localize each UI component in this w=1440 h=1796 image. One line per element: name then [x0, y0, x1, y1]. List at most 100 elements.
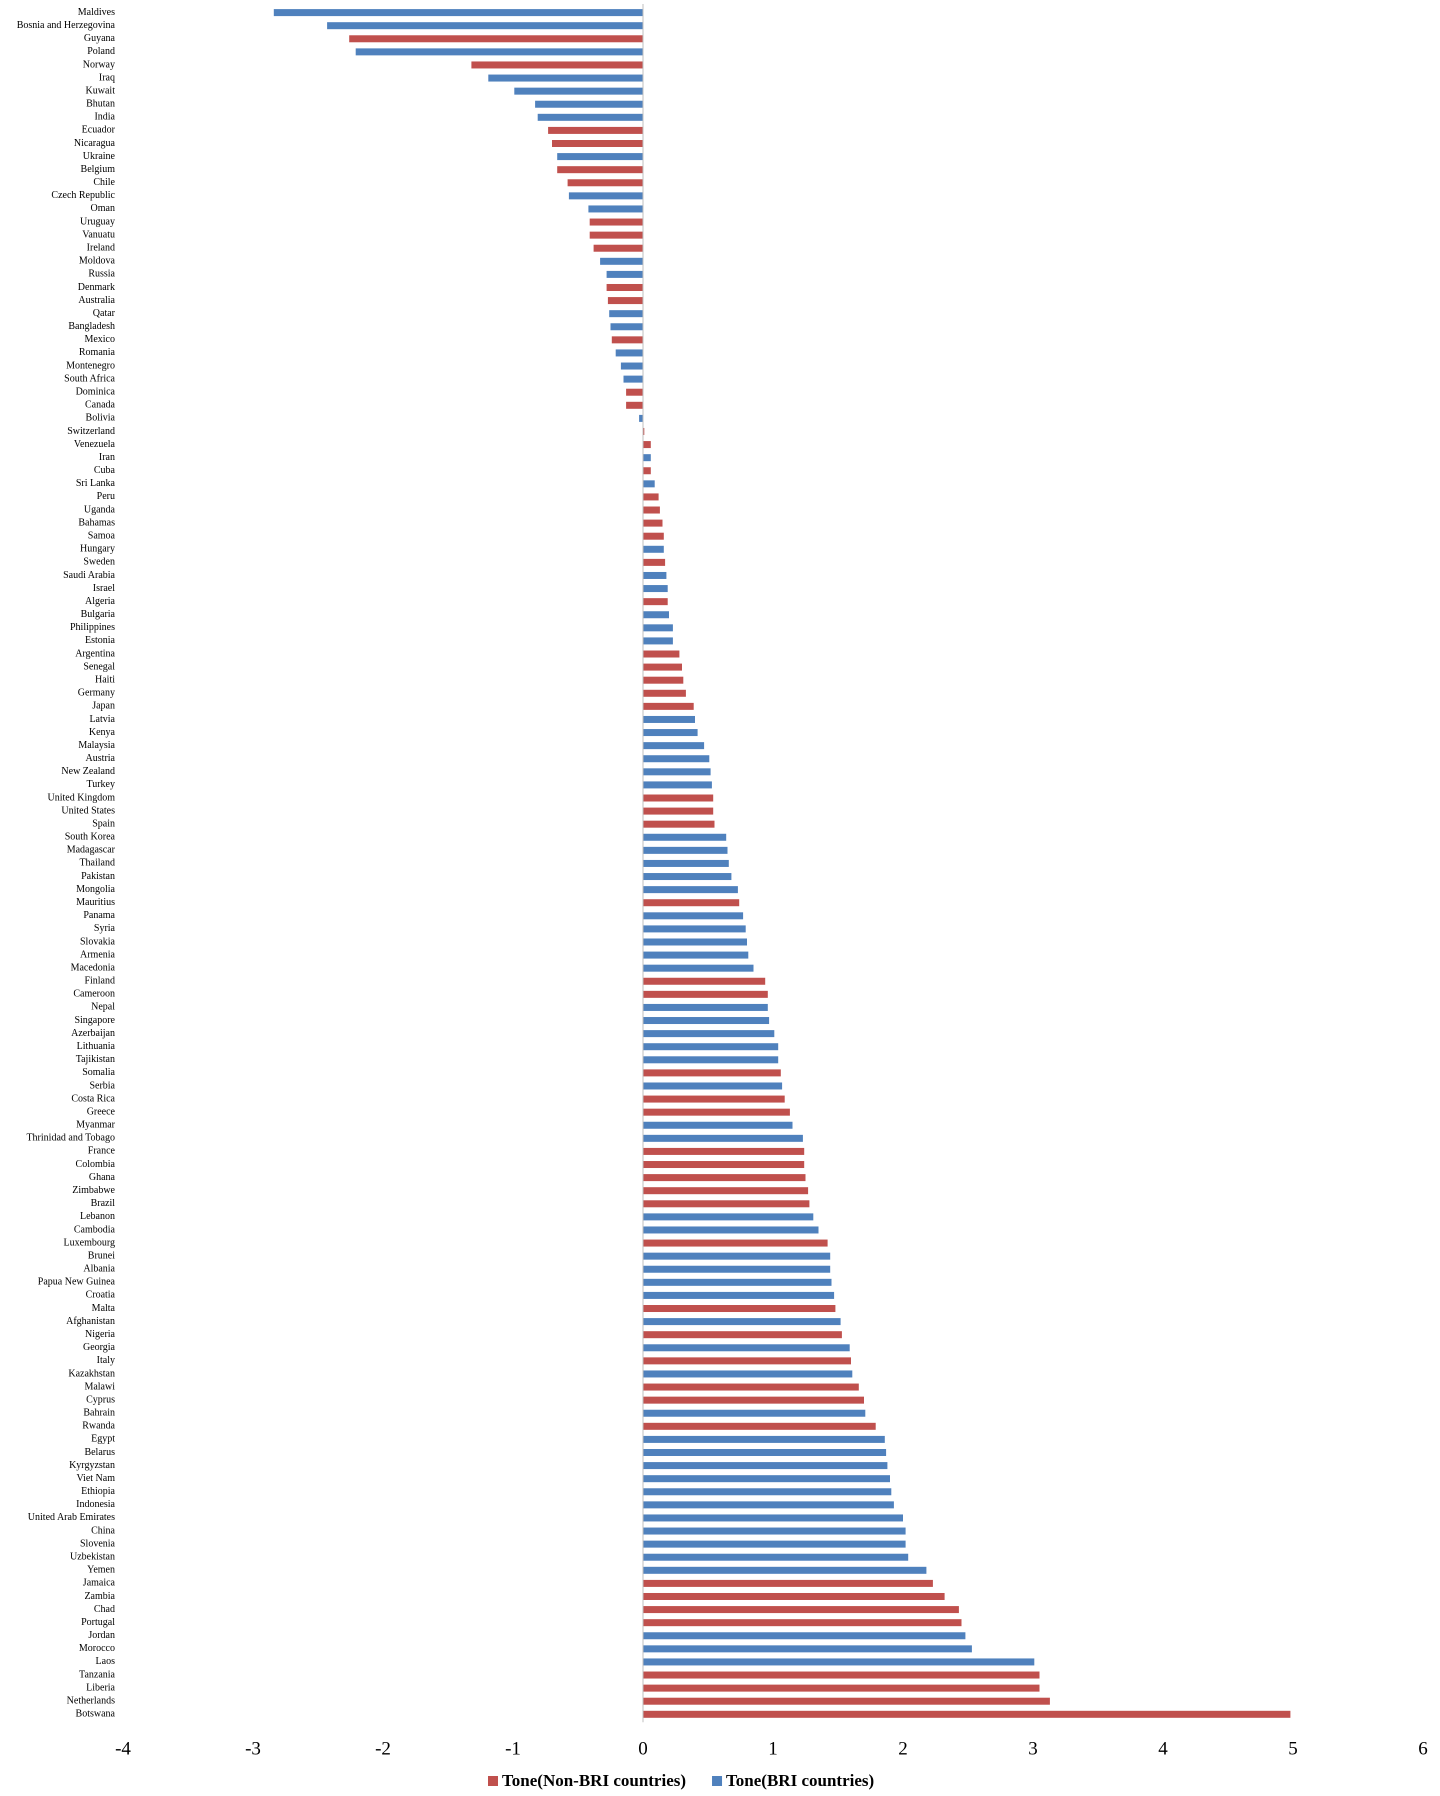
- bar: [643, 1462, 888, 1470]
- category-label: Uzbekistan: [70, 1552, 115, 1563]
- bar: [643, 1003, 768, 1011]
- category-label: Germany: [78, 688, 115, 699]
- category-label: Malaysia: [78, 740, 115, 751]
- legend-swatch: [488, 1776, 498, 1786]
- bar: [643, 1108, 790, 1116]
- bar: [349, 35, 643, 43]
- category-label: Poland: [87, 46, 115, 57]
- category-label: Lebanon: [80, 1211, 115, 1222]
- bar: [643, 611, 669, 619]
- category-label: United Kingdom: [48, 792, 116, 803]
- bar: [643, 1147, 805, 1155]
- category-label: South Africa: [64, 373, 115, 384]
- bar: [537, 113, 643, 121]
- category-label: Armenia: [80, 949, 116, 960]
- category-label: Serbia: [89, 1080, 115, 1091]
- bar: [643, 1056, 779, 1064]
- category-label: Montenegro: [66, 360, 115, 371]
- category-label: New Zealand: [61, 766, 115, 777]
- bar: [643, 1658, 1035, 1666]
- bar: [643, 1318, 841, 1326]
- bar: [643, 519, 663, 527]
- bar: [643, 1344, 850, 1352]
- category-label: Cyprus: [86, 1394, 115, 1405]
- bar: [643, 1291, 835, 1299]
- category-label: Iraq: [99, 72, 115, 83]
- bar: [593, 244, 643, 252]
- category-label: Oman: [91, 203, 115, 214]
- bar: [643, 1619, 962, 1627]
- category-label: Uganda: [84, 504, 116, 515]
- bar: [607, 297, 643, 305]
- bar: [643, 807, 714, 815]
- bar: [643, 545, 664, 553]
- bar: [643, 493, 659, 501]
- bar: [643, 480, 655, 488]
- category-label: Philippines: [70, 622, 115, 633]
- bar: [643, 1252, 831, 1260]
- bar: [643, 1357, 851, 1365]
- category-label: Rwanda: [82, 1421, 115, 1432]
- bar: [643, 1121, 793, 1129]
- bar: [643, 977, 766, 985]
- category-label: Egypt: [91, 1434, 115, 1445]
- bar: [567, 179, 643, 187]
- category-label: Slovenia: [80, 1538, 116, 1549]
- x-tick-label: -3: [245, 1738, 261, 1759]
- category-label: Qatar: [93, 308, 116, 319]
- bar: [643, 598, 668, 606]
- bar: [471, 61, 643, 69]
- bar: [488, 74, 643, 82]
- x-tick-label: 1: [768, 1738, 778, 1759]
- bar: [643, 1579, 933, 1587]
- bar: [643, 1161, 805, 1169]
- bar: [643, 1030, 775, 1038]
- category-label: Austria: [86, 753, 116, 764]
- category-label: Viet Nam: [76, 1473, 115, 1484]
- bar: [643, 1697, 1050, 1705]
- category-label: Senegal: [83, 661, 115, 672]
- category-label: Sri Lanka: [76, 478, 116, 489]
- bar: [643, 925, 746, 933]
- category-label: Pakistan: [81, 871, 115, 882]
- category-label: Nigeria: [85, 1329, 116, 1340]
- x-tick-label: -4: [115, 1738, 131, 1759]
- bar: [643, 689, 686, 697]
- legend-label: Tone(BRI countries): [726, 1771, 874, 1790]
- category-label: Czech Republic: [51, 190, 115, 201]
- bar: [623, 375, 643, 383]
- bar: [643, 1383, 859, 1391]
- category-label: Uruguay: [80, 216, 115, 227]
- category-label: India: [94, 112, 115, 123]
- bar: [643, 781, 712, 789]
- category-label: Ecuador: [82, 125, 116, 136]
- category-label: Azerbaijan: [71, 1028, 115, 1039]
- bar: [643, 1710, 1291, 1718]
- category-label: Kenya: [89, 727, 116, 738]
- x-tick-label: -1: [505, 1738, 521, 1759]
- category-label: Jamaica: [83, 1578, 116, 1589]
- bar: [600, 257, 643, 265]
- bar: [643, 1370, 853, 1378]
- bar: [643, 794, 714, 802]
- category-label: Peru: [97, 491, 115, 502]
- category-label: Cameroon: [73, 989, 115, 1000]
- bar: [643, 1449, 887, 1456]
- bar: [643, 1553, 909, 1561]
- bar: [626, 388, 643, 396]
- bar: [643, 873, 732, 881]
- category-label: Cuba: [94, 465, 116, 476]
- category-label: China: [91, 1525, 115, 1536]
- category-label: Macedonia: [71, 962, 116, 973]
- bar: [643, 1226, 819, 1234]
- category-label: Malawi: [84, 1381, 115, 1392]
- category-label: Moldova: [79, 256, 116, 267]
- bar: [643, 467, 651, 475]
- bar: [643, 506, 660, 514]
- category-label: Haiti: [95, 674, 115, 685]
- bar: [643, 833, 727, 841]
- bar: [626, 401, 643, 409]
- bar: [643, 1671, 1040, 1679]
- category-label: Switzerland: [67, 426, 115, 437]
